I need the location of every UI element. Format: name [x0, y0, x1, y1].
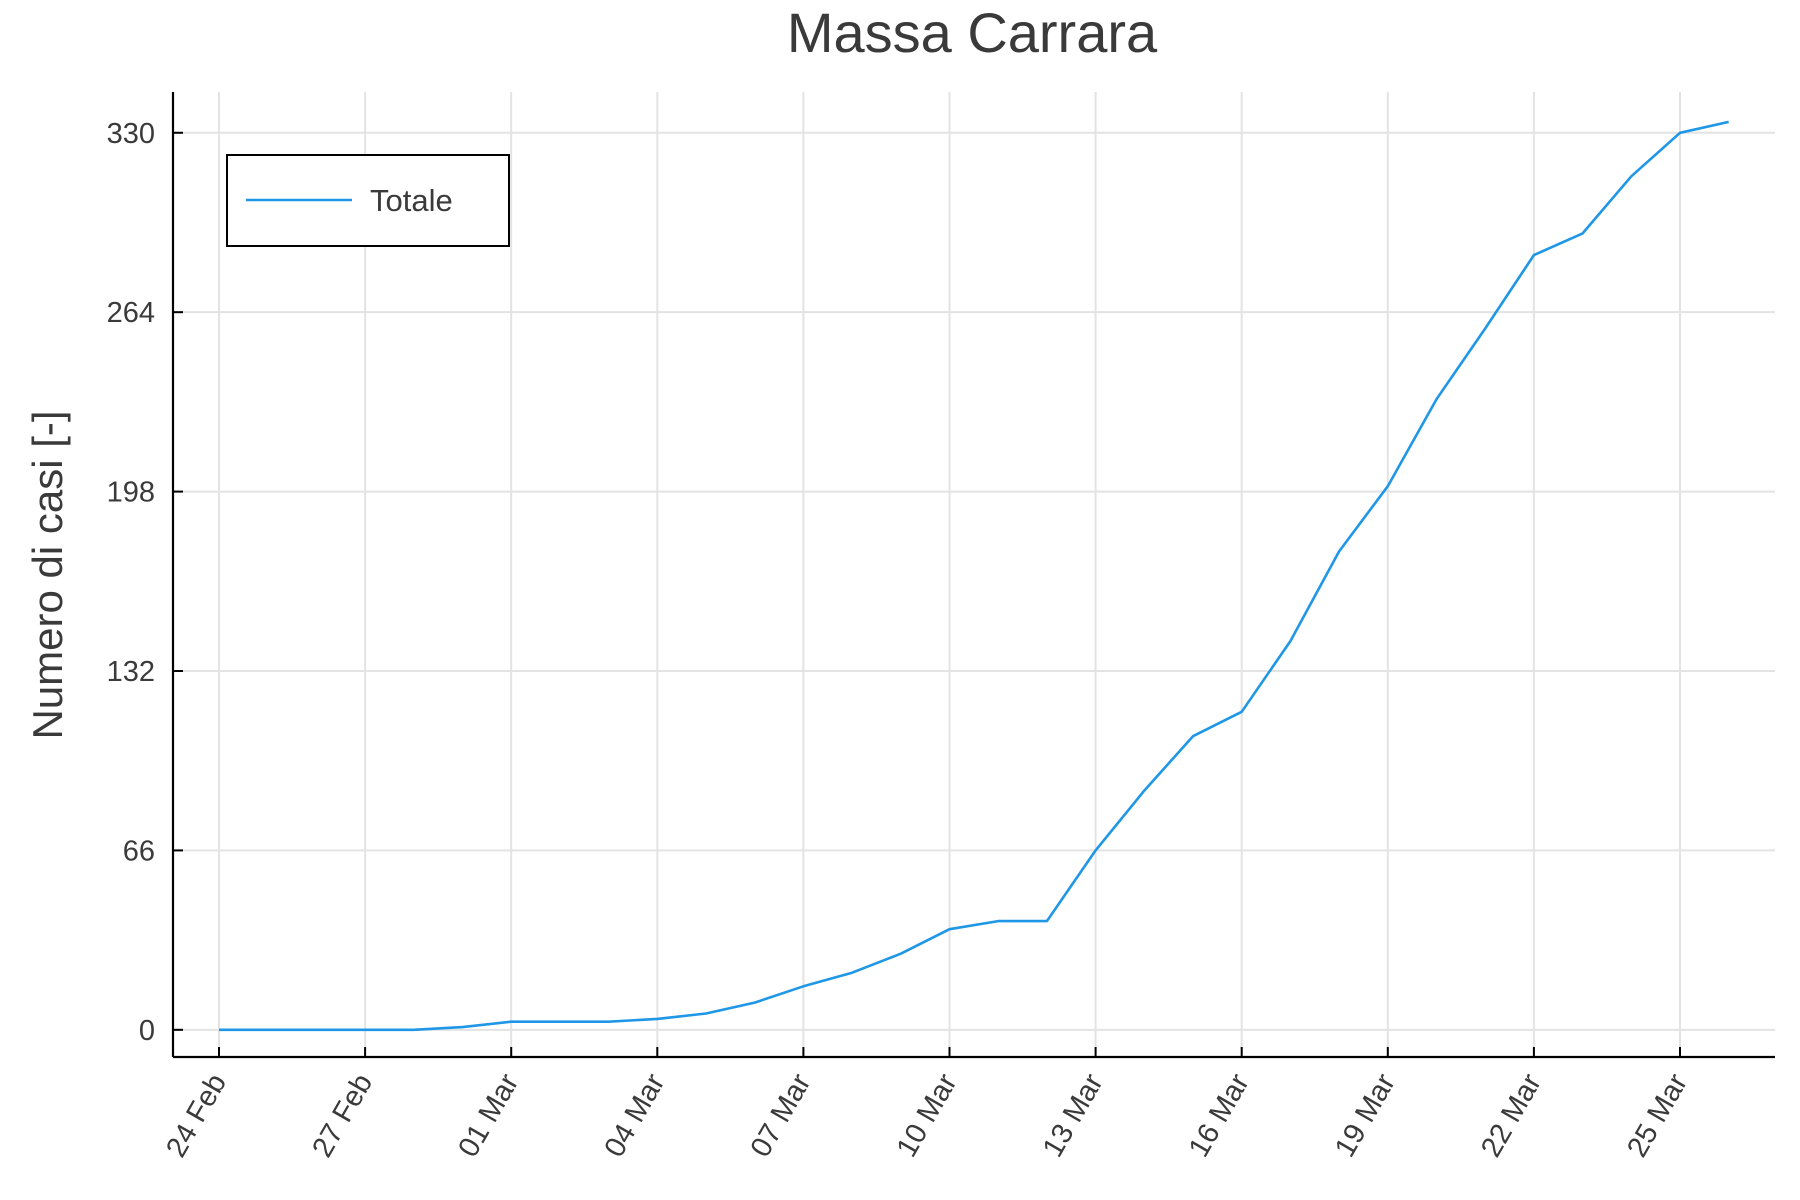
series	[219, 120, 1729, 1032]
grid	[173, 92, 1775, 1057]
y-axis-label: Numero di casi [-]	[24, 410, 71, 739]
y-tick-label: 330	[107, 118, 155, 150]
x-tick-label: 25 Mar	[1621, 1068, 1694, 1162]
x-tick-label: 10 Mar	[891, 1068, 964, 1162]
legend-label-totale: Totale	[370, 183, 453, 218]
x-tick-label: 24 Feb	[160, 1069, 233, 1163]
legend: Totale	[226, 154, 510, 247]
x-tick-label: 22 Mar	[1475, 1068, 1548, 1162]
y-tick-label: 132	[107, 656, 155, 688]
y-tick-label: 198	[107, 477, 155, 509]
x-tick-label: 13 Mar	[1037, 1068, 1110, 1162]
y-tick-label: 0	[139, 1015, 155, 1047]
x-tick-label: 01 Mar	[452, 1068, 525, 1162]
axes	[171, 92, 1775, 1059]
x-tick-label: 07 Mar	[745, 1068, 818, 1162]
ticks: 0 66 132 198 264 330 24 Feb 27 Feb 01 Mar 04 Mar 0…	[107, 118, 1695, 1163]
y-tick-label: 264	[107, 297, 155, 329]
x-tick-label: 27 Feb	[306, 1069, 379, 1163]
x-tick-label: 19 Mar	[1329, 1068, 1402, 1162]
chart-title: Massa Carrara	[787, 1, 1158, 64]
y-tick-label: 66	[123, 835, 155, 867]
x-tick-label: 04 Mar	[599, 1068, 672, 1162]
series-line-totale	[219, 120, 1729, 1032]
x-tick-label: 16 Mar	[1183, 1068, 1256, 1162]
